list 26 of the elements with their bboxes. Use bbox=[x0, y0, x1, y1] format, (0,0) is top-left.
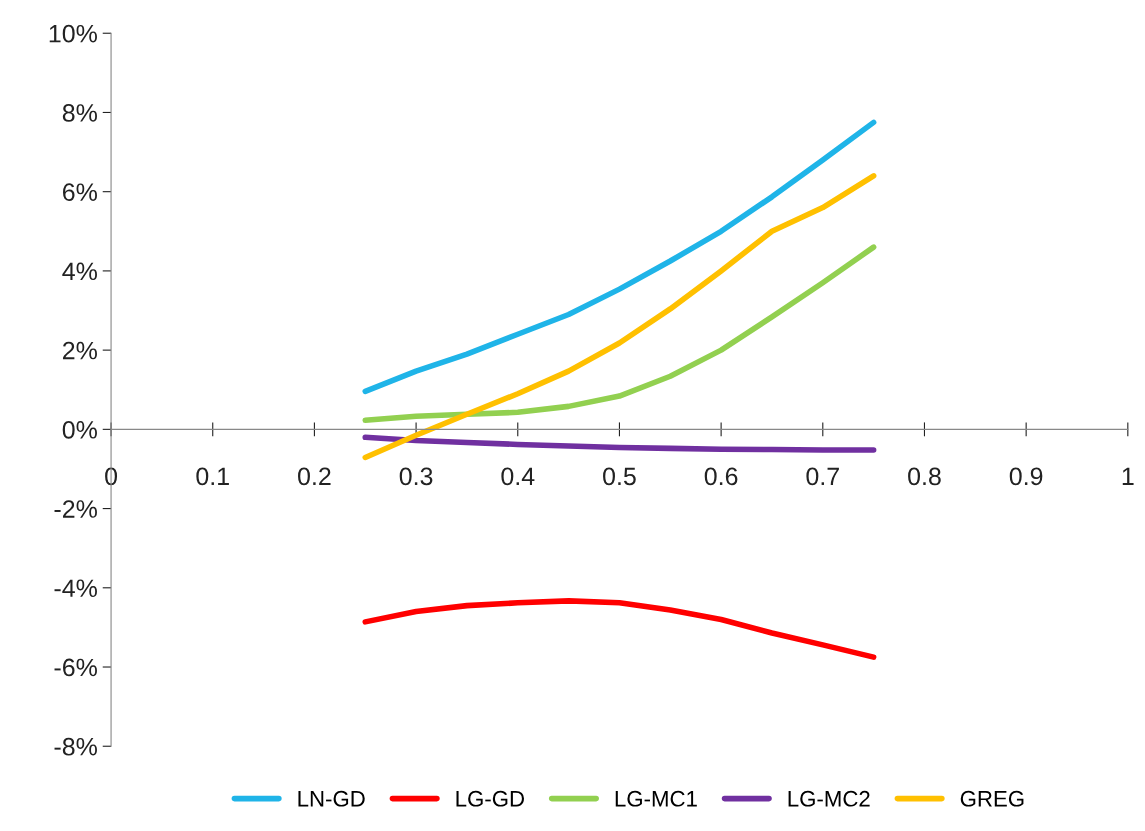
legend-label: LG-MC1 bbox=[615, 790, 697, 807]
legend-label: LN-GD bbox=[298, 790, 365, 807]
x-tick-label: 0 bbox=[105, 467, 118, 486]
y-tick-label: -6% bbox=[54, 658, 97, 677]
y-tick-label: 2% bbox=[63, 341, 97, 360]
y-tick-label: -4% bbox=[54, 579, 97, 597]
y-tick-label: -2% bbox=[54, 500, 97, 518]
legend-label: LG-GD bbox=[456, 790, 524, 807]
legend-label: GREG bbox=[960, 790, 1024, 807]
x-tick-label: 0.3 bbox=[399, 467, 433, 486]
x-tick-label: 1 bbox=[1122, 467, 1134, 485]
x-tick-label: 0.9 bbox=[1009, 467, 1043, 486]
y-tick-label: 8% bbox=[62, 104, 97, 122]
x-tick-label: 0.6 bbox=[704, 467, 738, 486]
x-tick-label: 0.4 bbox=[501, 467, 535, 486]
x-tick-label: 0.5 bbox=[603, 467, 636, 486]
legend-label: LG-MC2 bbox=[788, 790, 870, 807]
x-tick-label: 0.2 bbox=[298, 467, 331, 486]
y-tick-label: 0% bbox=[62, 420, 97, 439]
y-tick-label: 6% bbox=[63, 183, 97, 201]
x-tick-label: 0.7 bbox=[806, 467, 839, 486]
y-tick-label: 10% bbox=[49, 24, 97, 43]
x-tick-label: 0.8 bbox=[908, 467, 941, 486]
y-tick-label: 4% bbox=[62, 262, 97, 281]
y-tick-label: -8% bbox=[54, 737, 97, 756]
x-tick-label: 0.1 bbox=[196, 467, 229, 486]
